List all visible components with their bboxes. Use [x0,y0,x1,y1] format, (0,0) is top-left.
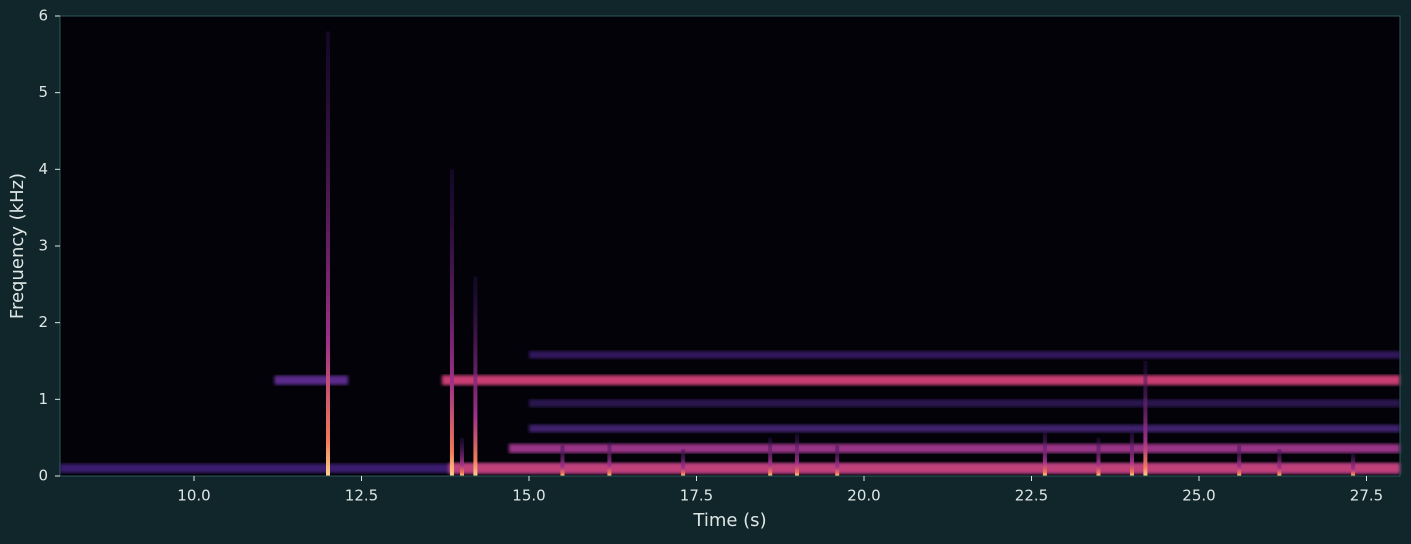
x-tick-label: 27.5 [1350,487,1383,505]
transient [1277,449,1282,476]
transient [1042,430,1047,476]
transient [607,441,612,476]
tone-band [529,399,1400,407]
tone-band [508,443,1400,453]
y-tick-label: 1 [38,390,48,408]
transient [1237,445,1242,476]
y-tick-label: 4 [38,160,48,178]
transient [681,449,686,476]
transient [1351,453,1356,476]
y-tick-label: 0 [38,467,48,485]
y-tick-label: 5 [38,83,48,101]
y-tick-label: 6 [38,7,48,25]
x-tick-label: 20.0 [847,487,880,505]
x-axis-label: Time (s) [692,510,766,531]
tone-band [529,424,1400,433]
y-tick-label: 2 [38,313,48,331]
tone-band [441,375,1400,386]
x-tick-label: 10.0 [177,487,210,505]
tone-band [274,375,349,385]
transient [1143,361,1148,476]
transient [1130,430,1134,476]
plot-area [60,16,1401,477]
transient [473,276,478,476]
transient [768,437,773,476]
x-tick-label: 22.5 [1015,487,1048,505]
transient [1096,437,1101,476]
transient [449,169,454,477]
transient [835,445,840,476]
transient [560,445,565,476]
y-axis-label: Frequency (kHz) [7,173,28,319]
x-tick-label: 25.0 [1182,487,1215,505]
tone-band [448,462,1401,474]
x-tick-label: 17.5 [680,487,713,505]
transient [795,433,799,476]
x-tick-label: 12.5 [345,487,378,505]
transient [460,437,464,476]
tone-band [529,351,1400,359]
x-tick-label: 15.0 [512,487,545,505]
y-tick-label: 3 [38,237,48,255]
transient [326,31,330,476]
